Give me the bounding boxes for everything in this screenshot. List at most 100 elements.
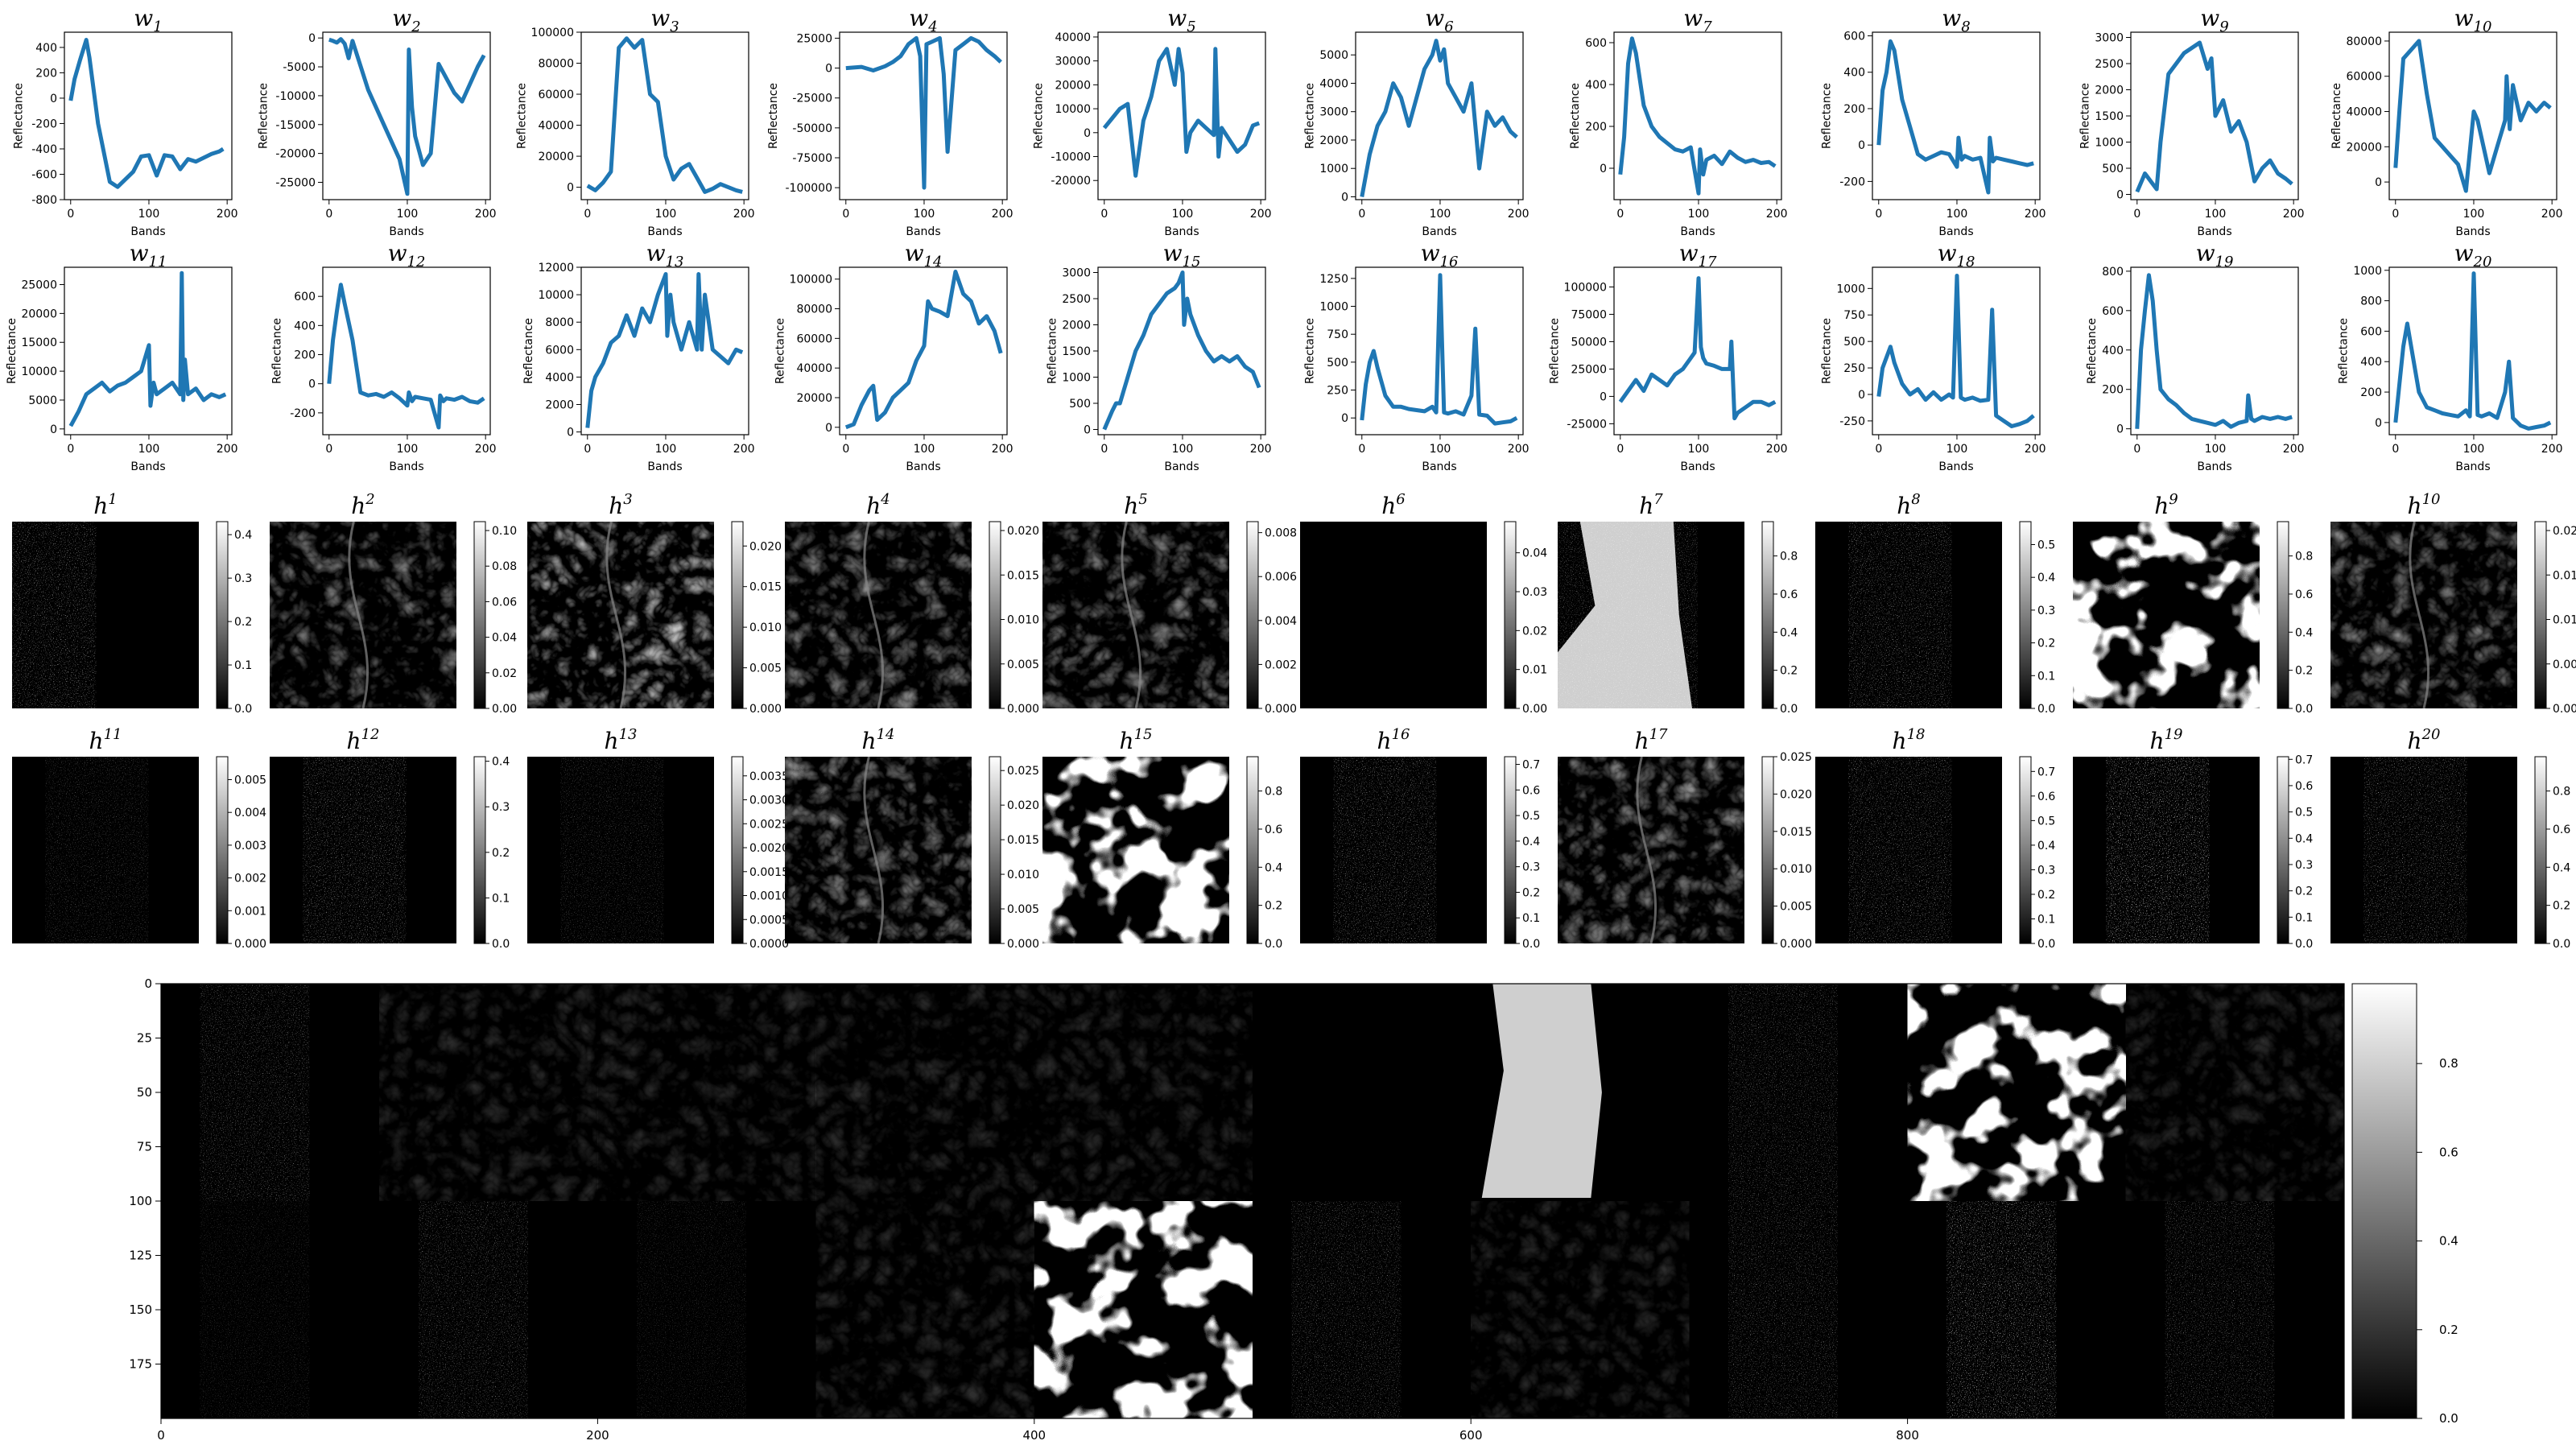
x-tick-label: 0	[1875, 208, 1882, 221]
y-tick-label: 0	[2116, 423, 2124, 436]
map-title-base: h	[1381, 493, 1396, 519]
spectrum-line	[585, 272, 744, 428]
abundance-map-2: h2 0.00 0.02 0.04 0.06 0.08 0.10	[270, 491, 517, 716]
map-title: h6	[1381, 491, 1406, 519]
colorbar-tick-label: 0.0010	[749, 890, 789, 903]
map-colorbar	[1761, 521, 1774, 709]
colorbar-tick-label: 0.5	[2037, 539, 2055, 551]
colorbar-tick-label: 0.8	[1780, 551, 1798, 564]
mosaic-colorbar-tick-label: 0.6	[2439, 1145, 2458, 1159]
y-tick-label: 200	[2360, 386, 2382, 399]
x-axis-label: Bands	[2197, 460, 2231, 473]
spectrum-title-script: 19	[2215, 254, 2234, 270]
y-tick-label: -25000	[1567, 418, 1607, 431]
x-tick-label: 100	[2205, 443, 2227, 456]
map-title-base: h	[1377, 728, 1392, 754]
spectrum-title-base: w	[2454, 240, 2474, 266]
y-tick-label: 100000	[531, 27, 574, 39]
x-tick-label: 0	[842, 208, 849, 221]
mosaic-y-tick-label: 25	[137, 1031, 152, 1046]
map-title-base: h	[1897, 493, 1911, 519]
y-tick-label: 4000	[1319, 77, 1348, 90]
colorbar-tick-label: 0.005	[749, 663, 782, 675]
colorbar-tick-label: 0.5	[1522, 810, 1540, 823]
map-title-base: h	[609, 493, 623, 519]
map-river-edge	[1636, 757, 1657, 943]
colorbar-tick-label: 0.010	[1007, 869, 1039, 881]
spectrum-title-base: w	[650, 5, 670, 31]
spectrum-title-script: 14	[924, 254, 943, 270]
y-tick-label: 25000	[21, 279, 57, 292]
map-title: h15	[1120, 726, 1153, 754]
x-axis-label: Bands	[1680, 460, 1715, 473]
map-colorbar	[2534, 521, 2547, 709]
map-texture	[785, 522, 972, 708]
x-tick-label: 100	[397, 208, 419, 221]
x-tick-label: 100	[655, 443, 677, 456]
spectrum-line	[586, 36, 743, 194]
colorbar-tick-label: 0.025	[1780, 751, 1812, 764]
map-title-script: 5	[1138, 491, 1147, 508]
colorbar-tick-label: 0.2	[2553, 900, 2570, 913]
colorbar-tick-label: 0.015	[749, 581, 782, 594]
y-tick-label: 80000	[538, 58, 574, 71]
y-tick-label: 0	[308, 378, 316, 391]
spectrum-title-script: 6	[1444, 19, 1453, 35]
x-tick-label: 100	[397, 443, 419, 456]
colorbar-tick-label: 0.6	[1522, 784, 1540, 797]
map-title-script: 16	[1392, 726, 1410, 743]
colorbar-tick-label: 0.0035	[749, 770, 789, 783]
y-tick-label: 4000	[545, 371, 574, 384]
spectrum-title-base: w	[388, 240, 407, 266]
map-title: h5	[1124, 491, 1148, 519]
x-tick-label: 200	[1508, 208, 1530, 221]
spectrum-title-base: w	[1167, 5, 1187, 31]
tile-speckle	[637, 1201, 746, 1418]
map-content	[785, 522, 972, 708]
spectrum-panel-16: 0 100 200 0 250 500 750 1000 1250 Bands Reflectanc…	[1304, 240, 1530, 473]
x-axis-label: Bands	[647, 225, 682, 238]
y-tick-label: 20000	[796, 392, 832, 405]
spectrum-title-script: 9	[2219, 19, 2228, 35]
spectrum-title-base: w	[130, 240, 149, 266]
map-colorbar	[2019, 756, 2032, 944]
y-tick-label: 0	[1600, 390, 1607, 403]
y-tick-label: 600	[2102, 305, 2124, 318]
y-tick-label: -200	[31, 118, 57, 130]
mosaic-tile-8	[1728, 984, 1838, 1201]
spectrum-panel-14: 0 100 200 0 20000 40000 60000 80000 100000 Bands R…	[774, 240, 1013, 473]
mosaic-x-tick-label: 0	[157, 1428, 165, 1443]
mosaic-tile-11	[200, 1201, 310, 1418]
spectrum-title: w14	[905, 240, 943, 270]
x-axis-label: Bands	[1164, 460, 1199, 473]
spectrum-title-base: w	[905, 240, 924, 266]
spectrum-line	[2393, 39, 2552, 193]
tile-blob	[1481, 984, 1602, 1198]
colorbar-tick-label: 0.1	[2037, 913, 2055, 926]
x-tick-label: 0	[1358, 208, 1365, 221]
spectrum-line	[1876, 39, 2034, 195]
y-axis-label: Reflectance	[522, 318, 535, 384]
x-tick-label: 100	[914, 208, 935, 221]
colorbar-tick-label: 0.4	[2037, 840, 2055, 852]
x-tick-label: 200	[2541, 208, 2563, 221]
x-tick-label: 200	[2283, 443, 2305, 456]
mosaic-tile-20	[2165, 1201, 2275, 1418]
map-river-edge	[2409, 522, 2430, 708]
map-title-base: h	[866, 493, 881, 519]
y-tick-label: 1000	[2353, 265, 2382, 278]
x-tick-label: 200	[2025, 208, 2046, 221]
y-tick-label: 12000	[538, 262, 574, 275]
spectrum-title: w6	[1425, 5, 1453, 35]
y-tick-label: 400	[2102, 345, 2124, 357]
y-tick-label: 400	[2360, 356, 2382, 369]
spectrum-title-base: w	[646, 240, 666, 266]
colorbar-tick-label: 0.00	[492, 703, 517, 716]
colorbar-tick-label: 0.6	[1780, 588, 1798, 601]
colorbar-tick-label: 0.2	[2295, 886, 2313, 898]
y-tick-label: 20000	[21, 308, 57, 320]
spectrum-panel-19: 0 100 200 0 200 400 600 800 Bands Reflectance w19	[2086, 240, 2304, 473]
colorbar-tick-label: 0.0	[1265, 938, 1282, 951]
abundance-map-3: h3 0.000 0.005 0.010 0.015 0.020	[527, 491, 782, 716]
map-texture	[1558, 757, 1744, 943]
